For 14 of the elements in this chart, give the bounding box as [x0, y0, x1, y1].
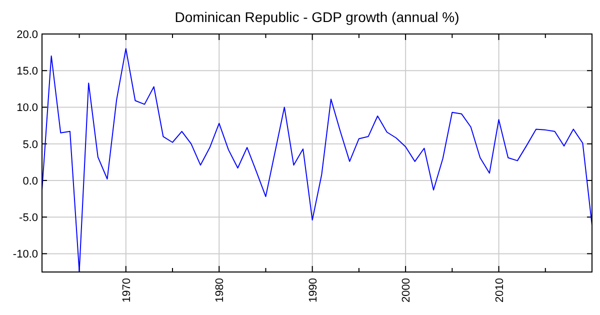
x-tick-label: 2010 [494, 278, 506, 302]
y-tick-label: 20.0 [16, 29, 38, 41]
chart-title: Dominican Republic - GDP growth (annual %) [174, 9, 460, 25]
x-tick-label: 1980 [214, 278, 226, 302]
x-tick-label: 2000 [400, 278, 413, 302]
y-tick-label: 10.0 [16, 102, 38, 114]
y-tick-label: -10.0 [12, 248, 38, 261]
y-tick-label: 0.0 [22, 175, 38, 188]
y-tick-label: 15.0 [16, 66, 38, 78]
x-tick-label: 1970 [120, 278, 133, 302]
y-tick-label: 5.0 [22, 138, 38, 151]
x-tick-label: 1990 [307, 278, 320, 302]
line-series [42, 48, 592, 272]
y-tick-label: -5.0 [19, 212, 38, 224]
